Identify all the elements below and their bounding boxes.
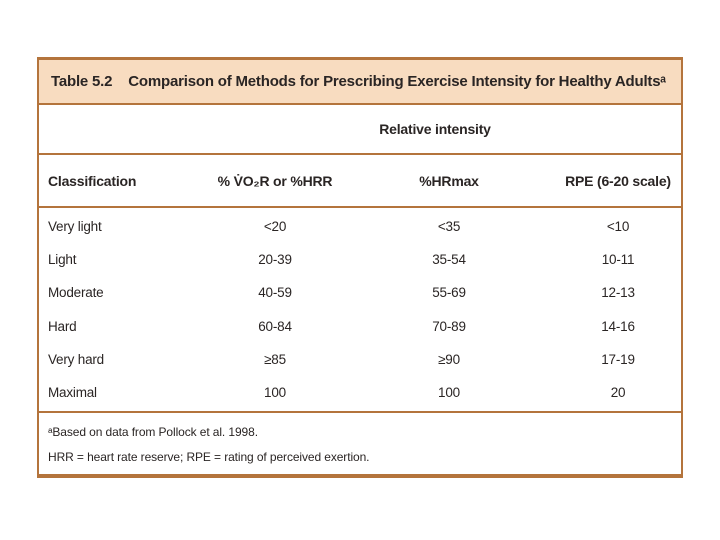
table-row-maximal: Maximal 100 100 20 bbox=[39, 376, 681, 409]
cell-hrmax: 70-89 bbox=[432, 318, 466, 334]
cell-hrmax: 100 bbox=[438, 384, 460, 400]
col-header-vo2r-hrr: % V̇O₂R or %HRR bbox=[217, 172, 333, 189]
cell-rpe: <10 bbox=[606, 219, 630, 235]
table-row-light: Light 20-39 35-54 10-11 bbox=[39, 243, 681, 276]
footnote-abbreviations: HRR = heart rate reserve; RPE = rating o… bbox=[48, 450, 370, 464]
table-row-moderate: Moderate 40-59 55-69 12-13 bbox=[39, 276, 681, 309]
table-row-very-hard: Very hard ≥85 ≥90 17-19 bbox=[39, 343, 681, 376]
column-header-row: Classification % V̇O₂R or %HRR %HRmax RP… bbox=[39, 155, 681, 208]
col-header-classification: Classification bbox=[48, 172, 137, 189]
cell-vo2r-hrr: <20 bbox=[263, 219, 287, 235]
table-title: Comparison of Methods for Prescribing Ex… bbox=[128, 73, 666, 90]
cell-vo2r-hrr: 40-59 bbox=[258, 285, 292, 301]
col-header-hrmax: %HRmax bbox=[419, 172, 479, 189]
footnote-source: ᵃBased on data from Pollock et al. 1998. bbox=[48, 425, 258, 439]
cell-rpe: 20 bbox=[610, 384, 626, 400]
cell-classification: Very hard bbox=[48, 351, 104, 367]
cell-rpe: 14-16 bbox=[601, 318, 635, 334]
table-5-2: Table 5.2 Comparison of Methods for Pres… bbox=[37, 57, 683, 478]
cell-rpe: 10-11 bbox=[601, 252, 635, 268]
footnotes-section: ᵃBased on data from Pollock et al. 1998.… bbox=[39, 411, 681, 474]
cell-classification: Very light bbox=[48, 219, 102, 235]
cell-hrmax: 55-69 bbox=[432, 285, 466, 301]
table-body: Very light <20 <35 <10 Light 20-39 35-54… bbox=[39, 208, 681, 411]
cell-vo2r-hrr: 60-84 bbox=[258, 318, 292, 334]
cell-classification: Hard bbox=[48, 318, 77, 334]
table-row-hard: Hard 60-84 70-89 14-16 bbox=[39, 310, 681, 343]
relative-intensity-band: Relative intensity bbox=[39, 105, 681, 155]
cell-vo2r-hrr: 100 bbox=[264, 384, 286, 400]
cell-vo2r-hrr: 20-39 bbox=[258, 252, 292, 268]
cell-classification: Light bbox=[48, 252, 77, 268]
cell-hrmax: ≥90 bbox=[438, 351, 460, 367]
cell-hrmax: 35-54 bbox=[432, 252, 466, 268]
cell-rpe: 12-13 bbox=[601, 285, 635, 301]
relative-intensity-label: Relative intensity bbox=[379, 121, 491, 137]
cell-classification: Maximal bbox=[48, 384, 97, 400]
cell-rpe: 17-19 bbox=[601, 351, 635, 367]
cell-vo2r-hrr: ≥85 bbox=[264, 351, 286, 367]
table-title-band: Table 5.2 Comparison of Methods for Pres… bbox=[39, 60, 681, 105]
table-number: Table 5.2 bbox=[51, 73, 113, 90]
cell-classification: Moderate bbox=[48, 285, 104, 301]
col-header-rpe: RPE (6-20 scale) bbox=[565, 172, 671, 189]
cell-hrmax: <35 bbox=[437, 219, 461, 235]
table-row-very-light: Very light <20 <35 <10 bbox=[39, 210, 681, 243]
